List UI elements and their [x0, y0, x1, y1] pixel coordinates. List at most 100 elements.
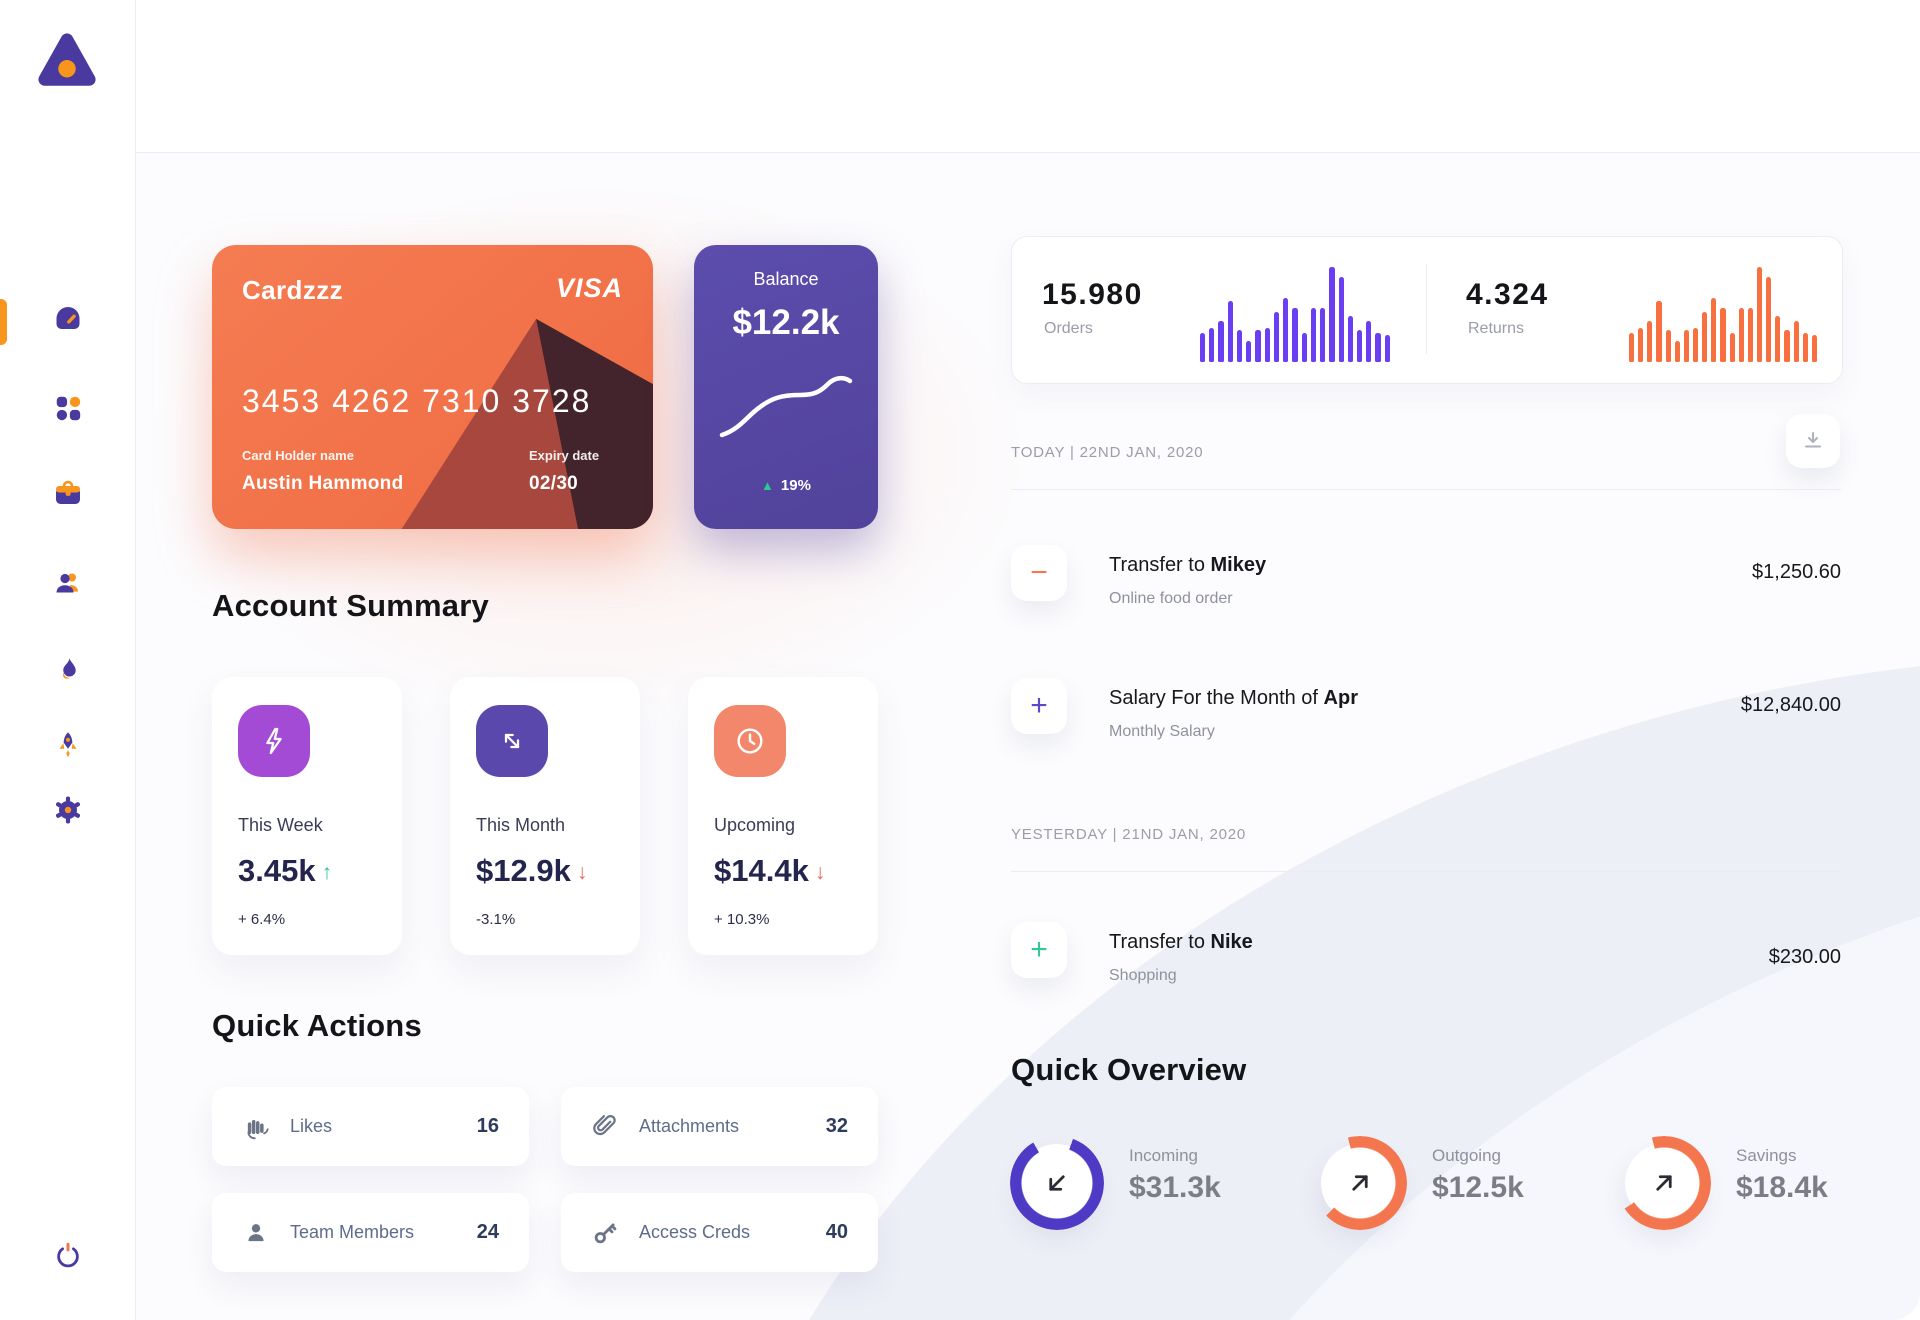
transaction-subtitle: Online food order	[1109, 590, 1233, 607]
key-icon	[594, 1222, 617, 1243]
card-holder-name: Austin Hammond	[242, 473, 404, 494]
balance-card: Balance $12.2k ▲ 19%	[694, 245, 878, 529]
returns-value: 4.324	[1466, 278, 1549, 311]
sidebar-item-dashboard[interactable]	[50, 300, 86, 336]
transaction-type-icon: +	[1011, 678, 1067, 734]
briefcase-icon	[56, 480, 80, 504]
summary-label: This Month	[476, 815, 566, 835]
returns-label: Returns	[1468, 320, 1525, 337]
transaction-amount: $12,840.00	[1740, 694, 1841, 716]
summary-value: $12.9k ↓	[476, 853, 588, 888]
transaction-row[interactable]: − Transfer to Mikey Online food order $1…	[1011, 545, 1841, 615]
incoming-stat: Incoming $31.3k	[1129, 1146, 1221, 1204]
download-icon	[1805, 432, 1821, 448]
quick-action-count: 24	[476, 1221, 499, 1243]
incoming-ring	[1010, 1136, 1104, 1230]
sidebar-item-work[interactable]	[50, 476, 86, 512]
orders-label: Orders	[1044, 320, 1093, 337]
visa-logo: VISA	[555, 273, 623, 303]
divider	[1011, 871, 1841, 872]
card-number: 3453 4262 7310 3728	[242, 383, 592, 419]
active-nav-indicator	[0, 299, 7, 345]
transaction-type-icon: +	[1011, 922, 1067, 978]
balance-value: $12.2k	[732, 303, 840, 342]
quick-action-label: Access Creds	[639, 1222, 751, 1242]
transaction-row[interactable]: + Salary For the Month of Apr Monthly Sa…	[1011, 678, 1841, 748]
quick-action-label: Attachments	[639, 1116, 740, 1136]
clock-icon	[714, 705, 786, 777]
download-button[interactable]	[1786, 414, 1840, 468]
arrow-down-left-icon	[1049, 1175, 1065, 1191]
paperclip-icon	[593, 1114, 616, 1135]
flame-icon	[63, 657, 76, 679]
stats-divider	[1426, 264, 1427, 354]
summary-label: Upcoming	[714, 815, 796, 835]
person-icon	[248, 1223, 264, 1241]
quick-action-count: 16	[476, 1115, 499, 1137]
summary-change: + 6.4%	[238, 911, 286, 928]
transaction-subtitle: Monthly Salary	[1109, 723, 1215, 740]
divider	[1011, 489, 1841, 490]
card-holder-label: Card Holder name	[242, 448, 354, 463]
savings-ring	[1617, 1136, 1711, 1230]
trend-arrow: ↑	[321, 861, 333, 884]
quick-action-access-creds[interactable]: Access Creds 40	[561, 1193, 878, 1272]
sidebar-item-launch[interactable]	[50, 727, 86, 763]
quick-action-label: Team Members	[290, 1222, 415, 1242]
yesterday-date-header: YESTERDAY | 21ND JAN, 2020	[1011, 826, 1247, 843]
summary-card-this-month: This Month $12.9k ↓ -3.1%	[450, 677, 640, 955]
users-icon	[56, 573, 78, 593]
sidebar-item-settings[interactable]	[50, 792, 86, 828]
summary-change: + 10.3%	[714, 911, 770, 928]
lightning-icon	[238, 705, 310, 777]
diagonal-arrows-icon	[476, 705, 548, 777]
orders-value: 15.980	[1042, 278, 1143, 311]
trend-arrow: ↓	[814, 861, 826, 884]
transaction-type-icon: −	[1011, 545, 1067, 601]
quick-action-attachments[interactable]: Attachments 32	[561, 1087, 878, 1166]
summary-value: $14.4k ↓	[714, 853, 826, 888]
summary-value: 3.45k ↑	[238, 853, 333, 888]
trend-arrow: ↓	[576, 861, 588, 884]
gear-icon	[55, 796, 81, 824]
summary-label: This Week	[238, 815, 323, 835]
sidebar	[0, 0, 136, 1320]
quick-overview-title: Quick Overview	[1011, 1052, 1247, 1087]
today-date-header: TODAY | 22ND JAN, 2020	[1011, 444, 1204, 461]
savings-stat: Savings $18.4k	[1736, 1146, 1828, 1204]
sidebar-logout-button[interactable]	[50, 1238, 86, 1274]
top-header	[135, 0, 1920, 153]
sidebar-item-apps[interactable]	[50, 390, 86, 426]
balance-label: Balance	[753, 269, 819, 289]
balance-change: ▲ 19%	[761, 477, 811, 494]
transaction-amount: $230.00	[1768, 946, 1841, 968]
transaction-row[interactable]: + Transfer to Nike Shopping $230.00	[1011, 922, 1841, 992]
outgoing-ring	[1313, 1136, 1407, 1230]
card-expiry-label: Expiry date	[529, 448, 600, 463]
quick-action-count: 32	[825, 1115, 848, 1137]
arrow-up-right-icon	[1352, 1175, 1368, 1191]
transaction-subtitle: Shopping	[1109, 967, 1177, 984]
clap-hands-icon	[247, 1119, 269, 1139]
quick-action-count: 40	[825, 1221, 848, 1243]
power-icon	[57, 1242, 79, 1268]
summary-card-upcoming: Upcoming $14.4k ↓ + 10.3%	[688, 677, 878, 955]
account-summary-title: Account Summary	[212, 588, 489, 623]
arrow-up-right-icon	[1656, 1175, 1672, 1191]
balance-sparkline	[719, 375, 853, 438]
sidebar-item-team[interactable]	[50, 566, 86, 602]
credit-card: Cardzzz VISA 3453 4262 7310 3728 Card Ho…	[212, 245, 653, 529]
app-logo	[36, 30, 98, 92]
card-name: Cardzzz	[242, 275, 344, 305]
transaction-amount: $1,250.60	[1752, 561, 1841, 583]
summary-card-this-week: This Week 3.45k ↑ + 6.4%	[212, 677, 402, 955]
sidebar-item-activity[interactable]	[50, 652, 86, 688]
returns-bar-chart	[1629, 267, 1817, 362]
quick-actions-title: Quick Actions	[212, 1008, 422, 1043]
rocket-icon	[59, 732, 77, 758]
quick-action-likes[interactable]: Likes 16	[212, 1087, 529, 1166]
summary-change: -3.1%	[476, 911, 516, 928]
quick-action-team-members[interactable]: Team Members 24	[212, 1193, 529, 1272]
up-arrow-icon: ▲	[761, 478, 774, 493]
